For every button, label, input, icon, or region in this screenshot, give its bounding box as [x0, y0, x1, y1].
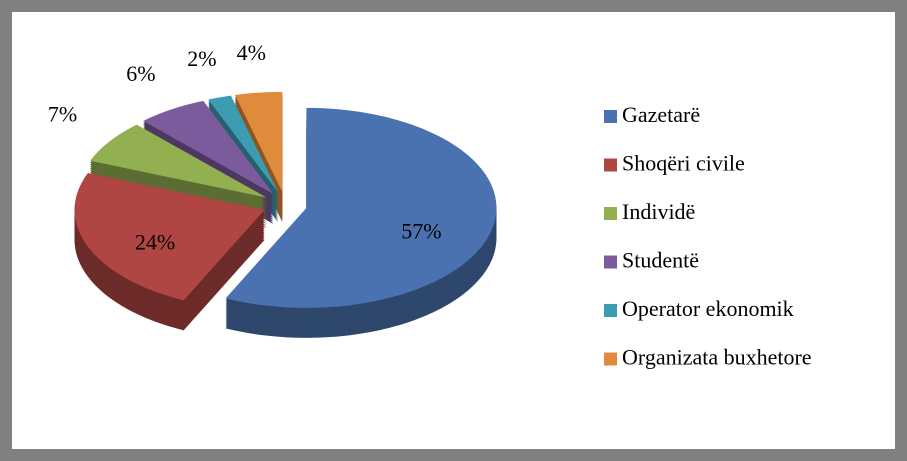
data-label: 57%: [401, 218, 441, 243]
legend-label: Organizata buxhetore: [622, 345, 812, 370]
data-label: 2%: [187, 46, 216, 71]
legend-label: Operator ekonomik: [622, 296, 794, 321]
legend-swatch: [604, 352, 617, 366]
legend-swatch: [604, 255, 617, 269]
legend-swatch: [604, 158, 617, 172]
slice: [225, 107, 497, 308]
data-label: 4%: [237, 40, 266, 65]
legend-label: Shoqëri civile: [622, 151, 745, 176]
slice: [208, 95, 279, 193]
legend-swatch: [604, 207, 617, 220]
legend-swatch: [604, 110, 617, 123]
legend-label: Individë: [622, 199, 695, 224]
data-label: 6%: [126, 61, 155, 86]
slice: [74, 173, 265, 301]
legend-label: Studentë: [622, 248, 699, 273]
slice: [234, 91, 283, 192]
slice: [143, 100, 274, 194]
data-label: 7%: [48, 102, 77, 127]
slice: [90, 124, 267, 198]
data-label: 24%: [135, 230, 175, 255]
legend-label: Gazetarë: [622, 102, 700, 127]
legend-swatch: [604, 304, 617, 317]
